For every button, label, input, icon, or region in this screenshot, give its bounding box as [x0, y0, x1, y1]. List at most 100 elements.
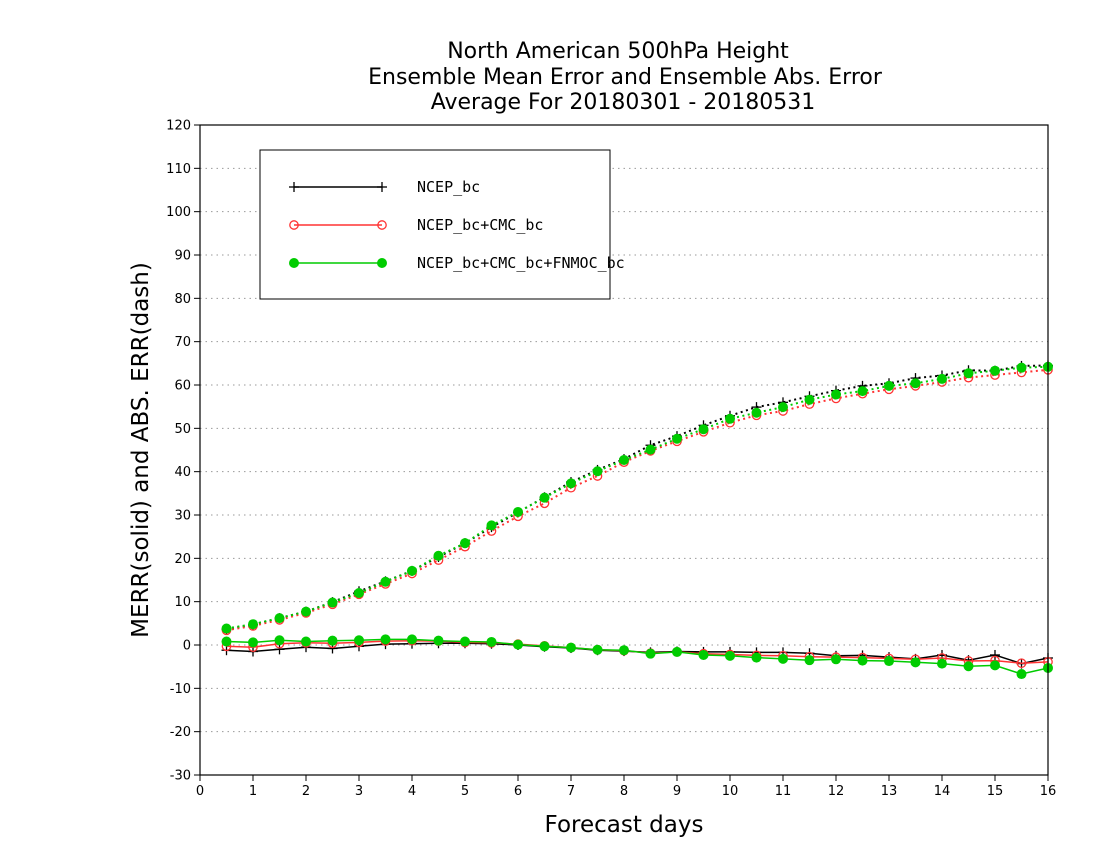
legend-marker: [289, 258, 299, 268]
plot-frame: [199, 124, 1049, 776]
y-tick-label: 0: [183, 639, 191, 654]
series-3-merr-point: [751, 652, 762, 663]
series-3-merr-point: [327, 635, 338, 646]
x-tick-label: 14: [934, 784, 951, 799]
series-3-merr-point: [407, 634, 417, 645]
series-1-abs-err-line: [226, 364, 1049, 631]
series-3-abs-err-point: [433, 550, 444, 561]
y-tick-label: 50: [174, 422, 191, 437]
series-3-abs-err-point: [274, 613, 285, 624]
series-1-merr-line: [226, 642, 1049, 665]
y-tick-label: 40: [174, 465, 191, 480]
series-3-merr-point: [380, 634, 391, 645]
series-3-abs-err-point: [221, 623, 232, 634]
series-3-abs-err-point: [592, 466, 603, 477]
series-3-merr-point: [725, 650, 735, 661]
series-3-abs-err-point: [619, 454, 629, 465]
series-3-merr-point: [698, 649, 709, 660]
series-3-abs-err-point: [963, 368, 974, 379]
y-tick-label: -30: [170, 769, 191, 784]
series-2-abs-err-line: [226, 368, 1049, 632]
x-tick-label: 15: [987, 784, 1004, 799]
y-tick-label: 60: [174, 379, 191, 394]
series-3-merr-point: [274, 635, 285, 646]
series-3-abs-err-point: [698, 424, 709, 435]
series-3-abs-err-point: [301, 606, 311, 617]
series-3-abs-err-point: [566, 478, 576, 489]
legend-label: NCEP_bc+CMC_bc+FNMOC_bc: [417, 254, 625, 272]
series-3-merr-point: [486, 636, 497, 647]
x-tick-label: 13: [881, 784, 898, 799]
series-3-merr-point: [354, 635, 364, 646]
x-tick-label: 0: [196, 784, 204, 799]
series-3-merr-point: [539, 641, 550, 652]
series-3-merr-point: [1016, 669, 1027, 680]
chart-title-line-1: North American 500hPa Height: [447, 39, 789, 64]
series-3-merr-point: [937, 658, 947, 669]
series-3-abs-err-point: [725, 413, 735, 424]
series-3-abs-err-line: [226, 365, 1049, 630]
legend: NCEP_bc NCEP_bc+CMC_bc NCEP_bc+CMC_bc+FNMO…: [259, 149, 625, 300]
legend-label: NCEP_bc: [417, 178, 480, 196]
y-tick-label: 80: [174, 292, 191, 307]
x-tick-label: 4: [408, 784, 416, 799]
series-3-merr-point: [884, 656, 894, 667]
chart-title-line-3: Average For 20180301 - 20180531: [431, 90, 816, 115]
series-3-abs-err-point: [804, 394, 815, 405]
y-tick-label: 30: [174, 509, 191, 524]
x-axis-label: Forecast days: [545, 812, 704, 838]
y-tick-label: 100: [166, 205, 191, 220]
grid: [200, 167, 1048, 733]
legend-marker: [289, 182, 299, 192]
series-3-abs-err-point: [857, 386, 868, 397]
series-3-merr-point: [566, 642, 576, 653]
x-tick-label: 9: [673, 784, 681, 799]
series-3-abs-err-point: [354, 588, 364, 598]
series-3-abs-err-point: [990, 365, 1000, 376]
series-3-merr-point: [248, 637, 258, 648]
series-3-merr-point: [619, 645, 629, 656]
x-tick-label: 10: [722, 784, 739, 799]
series-3-merr-point: [513, 639, 523, 650]
series-2-merr-point: [1016, 658, 1027, 669]
x-tick-label: 3: [355, 784, 363, 799]
x-tick-label: 11: [775, 784, 792, 799]
series-3-abs-err-point: [778, 402, 788, 413]
series-3-abs-err-point: [831, 389, 841, 400]
series-3-abs-err-point: [513, 506, 523, 517]
series-3-abs-err-point: [910, 378, 921, 389]
x-tick-label: 12: [828, 784, 845, 799]
y-tick-label: 20: [174, 552, 191, 567]
y-axis-label: MERR(solid) and ABS. ERR(dash): [128, 262, 154, 638]
series-3-merr-point: [672, 646, 682, 657]
chart-title-line-2: Ensemble Mean Error and Ensemble Abs. Er…: [368, 65, 883, 90]
series-3-abs-err-point: [327, 597, 338, 608]
x-tick-label: 1: [249, 784, 257, 799]
legend-marker: [377, 220, 387, 230]
x-tick-label: 7: [567, 784, 575, 799]
series-3-merr-point: [910, 657, 921, 668]
legend-marker: [377, 258, 387, 268]
legend-label: NCEP_bc+CMC_bc: [417, 216, 543, 234]
series-3-abs-err-point: [937, 373, 947, 384]
series-3-abs-err-point: [380, 576, 391, 587]
series-3-abs-err-point: [248, 619, 258, 630]
series-3-abs-err-point: [884, 380, 894, 391]
x-tick-label: 2: [302, 784, 310, 799]
series-3-merr-point: [592, 644, 603, 655]
series-3-abs-err-point: [460, 538, 470, 549]
series-3-merr-point: [433, 635, 444, 646]
y-tick-label: 70: [174, 335, 191, 350]
series-3-abs-err-point: [486, 520, 497, 531]
series-3-merr-point: [831, 654, 841, 665]
series-3-abs-err-point: [751, 407, 762, 418]
series-3-merr-point: [221, 636, 232, 647]
x-tick-label: 6: [514, 784, 522, 799]
series-3-merr-point: [990, 660, 1000, 671]
y-tick-label: 120: [166, 119, 191, 134]
series-1-merr-point: [990, 649, 1000, 660]
legend-marker: [289, 220, 299, 230]
series-3-merr-point: [804, 655, 815, 666]
y-tick-label: -20: [170, 725, 191, 740]
